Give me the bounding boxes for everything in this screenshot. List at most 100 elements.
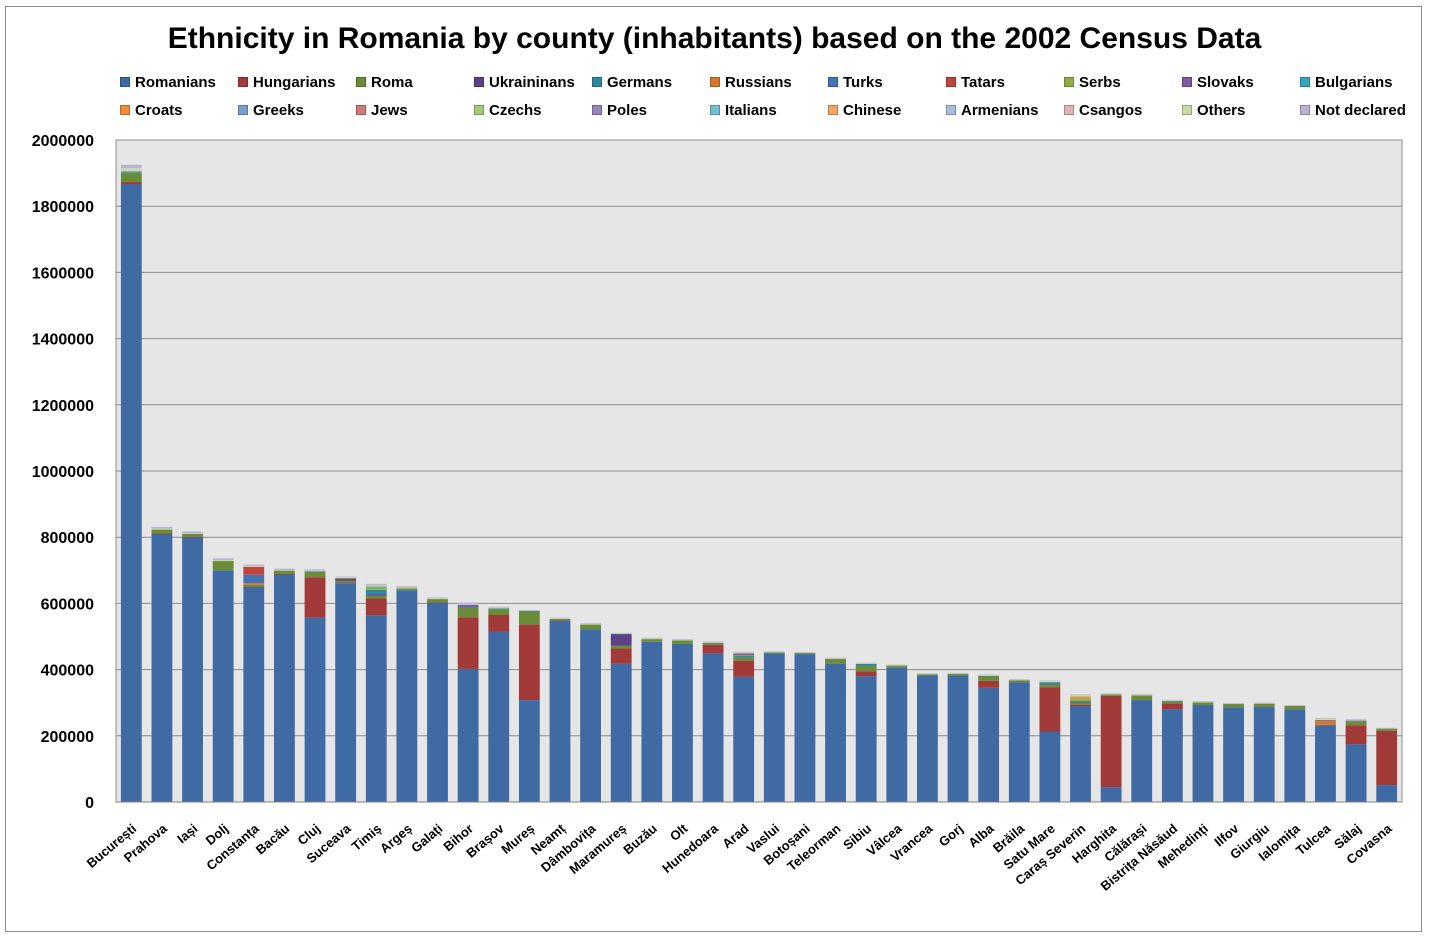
bar-segment-serbs <box>365 587 387 590</box>
bar-segment-romanians <box>916 675 938 802</box>
bar-segment-not-declared <box>182 531 203 534</box>
legend-label: Croats <box>135 102 183 119</box>
legend-item-tatars: Tatars <box>946 74 1005 91</box>
bar-segment-hungarians <box>457 617 479 669</box>
bar-stack-braila <box>1008 679 1030 802</box>
y-tick-label: 1600000 <box>32 265 94 282</box>
legend-item-jews: Jews <box>356 102 408 119</box>
bar-segment-romanians <box>702 653 724 802</box>
bar-segment-roma <box>1284 706 1306 710</box>
bar-segment-not-declared <box>733 651 755 653</box>
legend-label: Jews <box>371 102 408 119</box>
legend-label: Csangos <box>1079 102 1143 119</box>
legend-item-not-declared: Not declared <box>1300 102 1406 119</box>
legend-swatch <box>592 105 602 115</box>
y-tick-label: 1000000 <box>32 464 94 481</box>
bar-segment-romanians <box>243 586 265 802</box>
bar-segment-germans <box>733 655 755 658</box>
bar-segment-roma <box>702 643 724 645</box>
bar-segment-germans <box>120 172 142 173</box>
bar-segment-hungarians <box>243 586 265 588</box>
bar-segment-not-declared <box>365 583 387 586</box>
bar-segment-romanians <box>1284 709 1306 802</box>
bar-segment-hungarians <box>1070 704 1091 707</box>
bar-segment-roma <box>1376 728 1398 731</box>
bar-segment-russians <box>243 583 265 585</box>
bar-segment-not-declared <box>1039 680 1061 682</box>
bar-stack-caras-severin <box>1070 694 1091 802</box>
x-tick-label: Argeș <box>377 821 415 856</box>
bar-segment-not-declared <box>978 674 1000 676</box>
legend-swatch <box>1300 77 1310 87</box>
legend-label: Not declared <box>1315 102 1406 119</box>
y-tick-label: 0 <box>85 795 94 812</box>
bar-segment-romanians <box>825 663 846 802</box>
bar-segment-roma <box>549 618 571 621</box>
legend-label: Greeks <box>253 102 304 119</box>
bar-segment-czechs <box>1070 696 1091 698</box>
bar-stack-galati <box>427 597 448 802</box>
bar-segment-ukraininans <box>610 634 632 646</box>
bar-segment-not-declared <box>335 576 357 578</box>
legend-item-ukraininans: Ukraininans <box>474 74 575 91</box>
bar-segment-roma <box>365 595 387 599</box>
bar-segment-not-declared <box>151 526 173 529</box>
bar-segment-others <box>580 623 601 625</box>
legend-item-roma: Roma <box>356 74 413 91</box>
bar-segment-others <box>151 528 173 530</box>
bar-segment-roma <box>427 599 448 603</box>
bar-segment-others <box>1223 703 1244 705</box>
bar-segment-hungarians <box>182 536 203 538</box>
legend-item-italians: Italians <box>710 102 777 119</box>
bar-segment-romanians <box>1253 707 1275 802</box>
legend-label: Others <box>1197 102 1246 119</box>
bar-segment-roma <box>335 580 357 583</box>
bar-stack-sibiu <box>855 662 877 802</box>
legend-label: Germans <box>607 74 673 91</box>
bar-segment-romanians <box>855 676 877 802</box>
bar-segment-roma <box>978 676 1000 681</box>
bar-segment-roma <box>1315 725 1336 726</box>
bar-segment-hungarians <box>304 577 326 618</box>
legend-swatch <box>474 105 484 115</box>
bar-segment-others <box>335 577 357 578</box>
chart-title: Ethnicity in Romania by county (inhabita… <box>167 22 1262 55</box>
bar-segment-romanians <box>1161 709 1183 802</box>
y-tick-label: 1400000 <box>32 332 94 349</box>
bar-segment-roma <box>273 570 295 574</box>
bar-segment-hungarians <box>733 660 755 677</box>
legend-swatch <box>120 77 130 87</box>
legend-swatch <box>946 105 956 115</box>
bar-stack-prahova <box>151 526 173 802</box>
legend-swatch <box>356 77 366 87</box>
bar-segment-not-declared <box>947 672 969 674</box>
bar-stack-botosani <box>794 652 816 802</box>
bar-segment-romanians <box>1070 706 1091 802</box>
bar-segment-roma <box>886 665 908 668</box>
bar-segment-roma <box>457 607 479 618</box>
bar-stack-suceava <box>335 576 357 802</box>
legend-swatch <box>238 105 248 115</box>
bar-segment-others <box>488 607 510 609</box>
bar-stack-olt <box>672 639 693 802</box>
bar-stack-harghita <box>1100 693 1122 802</box>
bar-stack-dambovita <box>580 623 601 802</box>
bar-segment-romanians <box>610 663 632 802</box>
bar-segment-hungarians <box>855 671 877 677</box>
legend-swatch <box>1064 77 1074 87</box>
bar-segment-romanians <box>396 590 418 802</box>
bar-segment-romanians <box>427 602 448 802</box>
bar-stack-calarasi <box>1131 694 1153 802</box>
bar-segment-roma <box>120 172 142 183</box>
bar-segment-germans <box>488 608 510 610</box>
bar-segment-roma <box>1131 695 1153 701</box>
bar-segment-others <box>916 673 938 675</box>
legend-label: Hungarians <box>253 74 336 91</box>
bar-segment-not-declared <box>1345 719 1367 720</box>
bar-segment-others <box>182 533 203 534</box>
legend-label: Russians <box>725 74 792 91</box>
bar-segment-romanians <box>978 687 1000 802</box>
bar-segment-others <box>1161 700 1183 702</box>
x-tick-label: Galați <box>408 821 445 856</box>
